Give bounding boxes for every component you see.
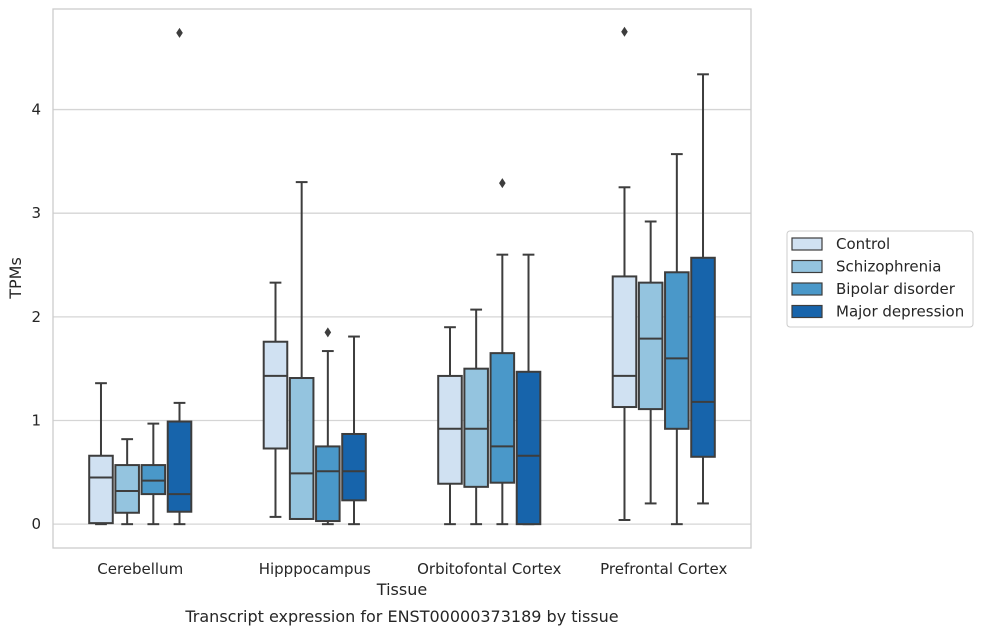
- box-body: [262, 340, 289, 450]
- outlier-marker: [499, 178, 506, 189]
- plot-frame: [52, 8, 752, 549]
- legend-label-2: Bipolar disorder: [836, 280, 956, 298]
- box-body: [341, 432, 367, 502]
- legend: Control Schizophrenia Bipolar disorder Majo…: [786, 230, 974, 328]
- box-body: [140, 464, 167, 496]
- box-body: [611, 275, 638, 409]
- box-2-2: [489, 178, 516, 526]
- box-body: [463, 367, 489, 488]
- box-body: [664, 271, 690, 430]
- legend-label-3: Major depression: [836, 303, 964, 321]
- box-body: [88, 454, 114, 525]
- box-3-0: [166, 27, 193, 526]
- box-0-1: [262, 281, 289, 518]
- x-tick-label-3: Prefrontal Cortex: [600, 560, 727, 578]
- legend-swatch-0: [791, 237, 823, 251]
- legend-swatch-2: [791, 282, 823, 296]
- box-body: [690, 256, 716, 458]
- legend-label-1: Schizophrenia: [836, 258, 941, 276]
- box-3-2: [515, 253, 542, 526]
- outlier-marker: [621, 26, 628, 37]
- y-tick-label-1: 1: [31, 412, 41, 430]
- box-0-2: [437, 326, 463, 526]
- box-1-2: [463, 308, 489, 526]
- box-1-3: [637, 220, 664, 505]
- x-tick-label-1: Hipppocampus: [259, 560, 371, 578]
- box-0-3: [611, 26, 638, 522]
- box-1-0: [114, 438, 140, 526]
- legend-label-0: Control: [836, 235, 890, 253]
- y-tick-label-2: 2: [31, 308, 41, 326]
- box-2-3: [664, 153, 690, 526]
- box-body: [489, 352, 516, 484]
- y-axis-label: TPMs: [6, 257, 25, 300]
- box-body: [515, 370, 542, 526]
- legend-frame: [786, 230, 974, 328]
- box-0-0: [88, 382, 114, 526]
- x-tick-label-0: Cerebellum: [97, 560, 183, 578]
- chart-caption: Transcript expression for ENST0000037318…: [184, 607, 618, 626]
- box-body: [637, 281, 664, 411]
- outlier-marker: [324, 327, 332, 338]
- box-body: [166, 420, 193, 513]
- box-body: [114, 464, 140, 514]
- box-body: [288, 377, 315, 520]
- x-axis-label: Tissue: [376, 580, 427, 599]
- y-tick-label-0: 0: [31, 515, 41, 533]
- box-2-0: [140, 422, 167, 526]
- y-tick-label-4: 4: [31, 101, 41, 119]
- legend-swatch-3: [791, 304, 823, 319]
- box-3-1: [341, 335, 367, 526]
- boxes: [88, 26, 716, 526]
- box-body: [437, 374, 463, 485]
- box-3-3: [690, 73, 716, 505]
- box-2-1: [315, 327, 341, 526]
- x-tick-labels: Cerebellum Hipppocampus Orbitofontal Corte…: [97, 560, 727, 578]
- box-body: [315, 445, 341, 523]
- x-tick-label-2: Orbitofontal Cortex: [417, 560, 561, 578]
- outlier-marker: [176, 27, 183, 38]
- legend-swatch-1: [791, 259, 823, 274]
- box-1-1: [288, 181, 315, 520]
- y-tick-label-3: 3: [31, 204, 41, 222]
- legend-entries: Control Schizophrenia Bipolar disorder Majo…: [791, 235, 964, 321]
- y-tick-labels: 0 1 2 3 4: [31, 101, 41, 534]
